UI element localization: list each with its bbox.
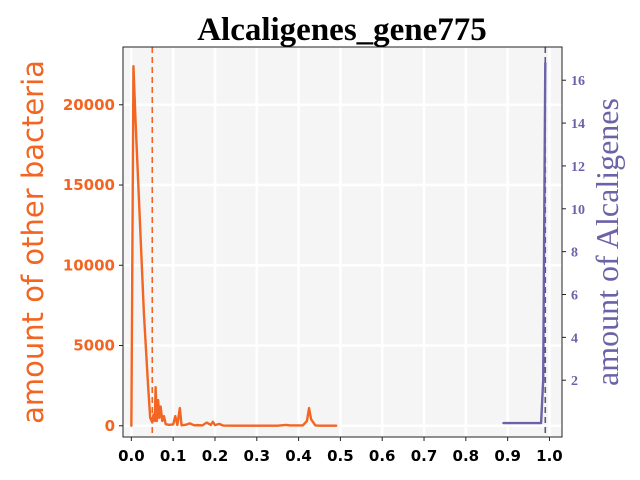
y-axis-right-label: amount of Alcaligenes — [589, 98, 625, 386]
y-left-tick-label: 0 — [105, 417, 115, 435]
plot-background — [123, 47, 562, 437]
series-line-alcaligenes — [502, 61, 547, 425]
y-axis-left-label: amount of other bacteria — [16, 60, 50, 424]
y-right-tick-label: 10 — [571, 203, 585, 218]
grid — [123, 47, 562, 437]
chart-title: Alcaligenes_gene775 — [197, 12, 487, 48]
x-tick-label: 0.6 — [369, 447, 396, 465]
x-tick-label: 1.0 — [536, 447, 563, 465]
y-right-tick-label: 8 — [571, 246, 578, 261]
series-lines — [130, 61, 547, 427]
x-tick-label: 0.4 — [285, 447, 312, 465]
x-tick-label: 0.0 — [118, 447, 145, 465]
y-left-tick-label: 10000 — [63, 256, 115, 274]
y-left-tick-label: 5000 — [73, 337, 115, 355]
y-axis-right: 2 4 6 8 10 12 14 16 — [562, 74, 585, 389]
x-tick-label: 0.1 — [160, 447, 187, 465]
x-tick-label: 0.8 — [453, 447, 480, 465]
x-tick-label: 0.7 — [411, 447, 438, 465]
x-tick-label: 0.9 — [494, 447, 521, 465]
plot-frame — [122, 46, 563, 438]
y-right-tick-label: 4 — [571, 331, 578, 346]
y-right-tick-label: 6 — [571, 289, 578, 304]
y-right-tick-label: 14 — [571, 117, 585, 132]
y-right-tick-label: 16 — [571, 74, 585, 89]
x-tick-label: 0.5 — [327, 447, 354, 465]
y-axis-left: 0 5000 10000 15000 20000 — [63, 96, 123, 435]
x-tick-label: 0.3 — [244, 447, 271, 465]
x-axis: 0.0 0.1 0.2 0.3 0.4 0.5 0.6 0.7 0.8 0.9 1.0 — [118, 437, 563, 465]
y-right-tick-label: 2 — [571, 374, 578, 389]
x-tick-label: 0.2 — [202, 447, 229, 465]
y-left-tick-label: 15000 — [63, 176, 115, 194]
y-left-tick-label: 20000 — [63, 96, 115, 114]
y-right-tick-label: 12 — [571, 160, 585, 175]
series-line-other-bacteria — [130, 65, 338, 427]
